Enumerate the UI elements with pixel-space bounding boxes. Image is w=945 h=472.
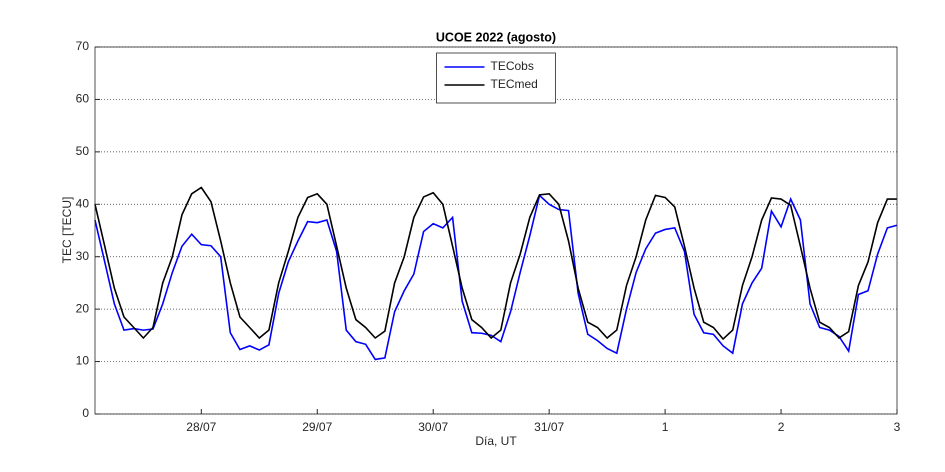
y-tick-label: 30	[76, 249, 90, 263]
x-tick-label: 29/07	[302, 420, 332, 434]
plot-area	[95, 47, 897, 414]
axes-box	[94, 46, 898, 415]
y-axis-label: TEC [TECU]	[60, 197, 74, 264]
x-tick-label: 30/07	[418, 420, 448, 434]
x-tick-label: 28/07	[186, 420, 216, 434]
y-tick-label: 40	[76, 196, 90, 210]
x-tick-label: 2	[778, 420, 785, 434]
legend-label: TECmed	[491, 77, 538, 91]
line-series	[94, 193, 898, 361]
x-tick-label: 3	[894, 420, 901, 434]
x-tick-label: 31/07	[534, 420, 564, 434]
y-tick-label: 20	[76, 301, 90, 315]
y-tick-label: 60	[76, 92, 90, 106]
chart-title: UCOE 2022 (agosto)	[436, 30, 556, 44]
line-series	[94, 186, 897, 341]
y-tick-label: 50	[76, 144, 90, 158]
legend-box	[436, 52, 556, 104]
x-axis-label: Día, UT	[475, 434, 517, 448]
legend-label: TECobs	[491, 59, 534, 73]
y-tick-label: 70	[76, 39, 90, 53]
y-tick-label: 0	[82, 406, 89, 420]
y-tick-label: 10	[76, 354, 90, 368]
x-tick-label: 1	[662, 420, 669, 434]
